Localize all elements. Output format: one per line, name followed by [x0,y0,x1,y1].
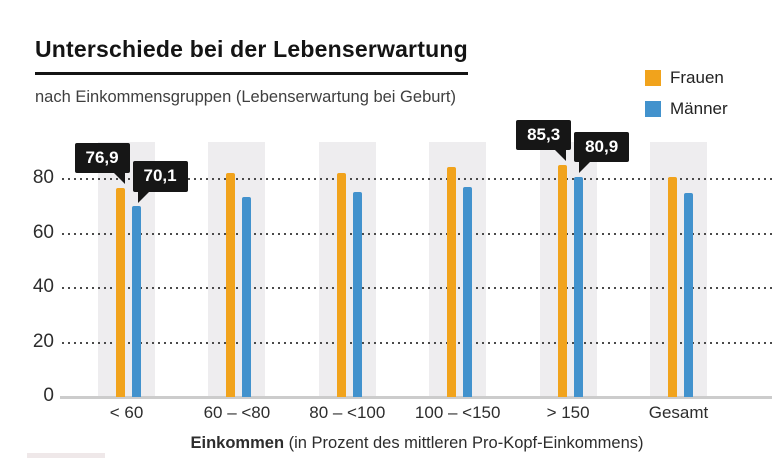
bar-männer-1 [132,206,141,397]
bar-frauen-6 [668,176,677,397]
x-category-label: > 150 [546,403,590,422]
legend: Frauen Männer [645,66,728,128]
data-label-callout: 80,9 [574,131,630,174]
category-band [208,142,266,397]
bar-frauen-5 [557,164,567,397]
category-band [539,142,597,397]
chart-subtitle: nach Einkommensgruppen (Lebenserwartung … [35,88,456,106]
bar-männer-2 [242,196,252,397]
legend-swatch-frauen [645,70,661,86]
x-category-label: 60 – <80 [203,403,271,422]
gridline [62,287,772,290]
x-category-label: 100 – <150 [414,403,501,422]
bar-frauen-2 [226,173,236,397]
bar-frauen-1 [116,187,125,397]
x-category-label: 80 – <100 [309,403,386,422]
y-tick-label: 80 [32,167,54,189]
x-axis-label: Einkommen (in Prozent des mittleren Pro-… [62,434,772,453]
y-tick-label: 40 [32,276,54,298]
bar-männer-5 [573,176,583,397]
data-label-callout: 85,3 [516,119,572,162]
legend-item-frauen: Frauen [645,66,728,90]
y-tick-label: 20 [32,330,54,352]
category-band [318,142,376,397]
data-label-callout: 76,9 [74,142,130,185]
legend-label-frauen: Frauen [670,68,724,87]
bar-männer-3 [352,192,362,397]
x-axis-line [60,396,772,399]
x-axis-label-bold: Einkommen [190,434,285,452]
y-tick-label: 60 [32,221,54,243]
gridline [62,341,772,344]
source-logo-partial [27,453,105,458]
gridline [62,232,772,235]
page-title: Unterschiede bei der Lebenserwartung [35,36,468,75]
category-band [650,142,707,397]
legend-item-maenner: Männer [645,97,728,121]
legend-swatch-maenner [645,101,661,117]
x-axis-label-rest: (in Prozent des mittleren Pro-Kopf-Einko… [284,434,644,452]
bar-frauen-3 [336,173,346,397]
legend-label-maenner: Männer [670,99,728,118]
category-band [429,142,487,397]
bar-männer-4 [463,187,473,397]
x-category-label: Gesamt [648,403,709,422]
bar-frauen-4 [447,166,457,397]
data-label-callout: 70,1 [132,161,188,204]
x-category-label: < 60 [109,403,144,422]
y-tick-label: 0 [43,385,54,406]
gridline [62,178,772,181]
bar-männer-6 [684,192,693,397]
